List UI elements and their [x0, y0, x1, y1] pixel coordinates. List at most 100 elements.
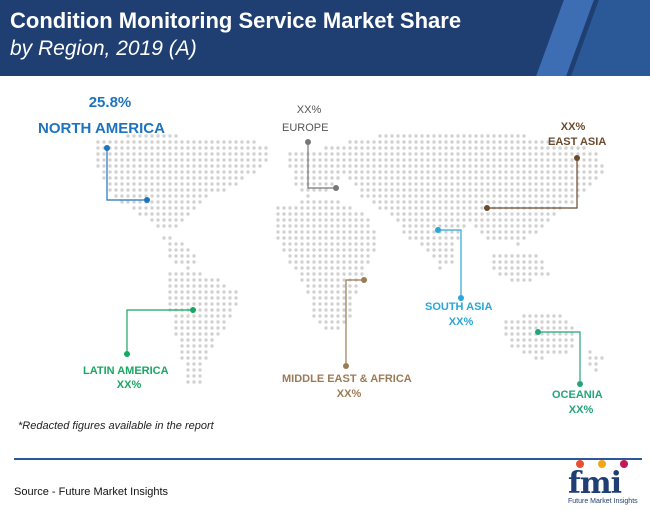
- map-dot: [324, 146, 328, 150]
- map-dot: [324, 284, 328, 288]
- map-dot: [558, 182, 562, 186]
- map-dot: [174, 212, 178, 216]
- map-dot: [330, 272, 334, 276]
- map-dot: [96, 140, 100, 144]
- map-dot: [300, 212, 304, 216]
- map-dot: [204, 314, 208, 318]
- map-dot: [216, 158, 220, 162]
- map-dot: [246, 170, 250, 174]
- map-dot: [228, 140, 232, 144]
- map-dot: [480, 152, 484, 156]
- map-dot: [306, 206, 310, 210]
- map-dot: [354, 230, 358, 234]
- map-dot: [480, 164, 484, 168]
- map-dot: [348, 212, 352, 216]
- map-dot: [510, 224, 514, 228]
- map-dot: [552, 158, 556, 162]
- map-dot: [222, 302, 226, 306]
- map-dot: [222, 170, 226, 174]
- map-dot: [234, 158, 238, 162]
- map-dot: [174, 320, 178, 324]
- map-dot: [318, 254, 322, 258]
- map-dot: [246, 158, 250, 162]
- map-dot: [588, 182, 592, 186]
- map-dot: [534, 350, 538, 354]
- map-dot: [444, 230, 448, 234]
- map-dot: [288, 254, 292, 258]
- map-dot: [522, 314, 526, 318]
- map-dot: [534, 146, 538, 150]
- map-dot: [516, 188, 520, 192]
- map-dot: [492, 236, 496, 240]
- map-dot: [552, 182, 556, 186]
- map-dot: [516, 272, 520, 276]
- map-dot: [528, 326, 532, 330]
- map-dot: [444, 242, 448, 246]
- map-dot: [192, 188, 196, 192]
- map-dot: [174, 140, 178, 144]
- map-dot: [120, 194, 124, 198]
- map-dot: [432, 254, 436, 258]
- map-dot: [432, 248, 436, 252]
- map-dot: [360, 230, 364, 234]
- map-dot: [498, 170, 502, 174]
- map-dot: [300, 206, 304, 210]
- map-dot: [354, 224, 358, 228]
- map-dot: [462, 200, 466, 204]
- map-dot: [348, 236, 352, 240]
- map-dot: [372, 182, 376, 186]
- map-dot: [516, 152, 520, 156]
- map-dot: [510, 326, 514, 330]
- map-dot: [162, 140, 166, 144]
- map-dot: [330, 200, 334, 204]
- map-dot: [552, 338, 556, 342]
- map-dot: [546, 188, 550, 192]
- map-dot: [192, 260, 196, 264]
- map-dot: [468, 170, 472, 174]
- map-dot: [570, 176, 574, 180]
- map-dot: [294, 206, 298, 210]
- map-dot: [456, 146, 460, 150]
- map-dot: [336, 158, 340, 162]
- map-dot: [402, 176, 406, 180]
- map-dot: [186, 170, 190, 174]
- map-dot: [534, 176, 538, 180]
- map-dot: [408, 158, 412, 162]
- map-dot: [324, 230, 328, 234]
- map-dot: [144, 140, 148, 144]
- map-dot: [306, 224, 310, 228]
- map-dot: [210, 302, 214, 306]
- map-dot: [498, 152, 502, 156]
- map-dot: [378, 140, 382, 144]
- map-dot: [222, 140, 226, 144]
- map-dot: [522, 254, 526, 258]
- map-dot: [558, 146, 562, 150]
- map-dot: [408, 224, 412, 228]
- map-dot: [426, 230, 430, 234]
- map-dot: [210, 296, 214, 300]
- map-dot: [198, 176, 202, 180]
- map-dot: [462, 218, 466, 222]
- map-dot: [492, 212, 496, 216]
- map-dot: [132, 182, 136, 186]
- map-dot: [108, 182, 112, 186]
- map-dot: [144, 194, 148, 198]
- map-dot: [384, 164, 388, 168]
- map-dot: [162, 164, 166, 168]
- map-dot: [366, 254, 370, 258]
- map-dot: [492, 254, 496, 258]
- map-dot: [456, 194, 460, 198]
- map-dot: [456, 224, 460, 228]
- map-dot: [192, 158, 196, 162]
- map-dot: [546, 194, 550, 198]
- map-dot: [198, 380, 202, 384]
- map-dot: [552, 212, 556, 216]
- map-dot: [204, 188, 208, 192]
- map-dot: [234, 302, 238, 306]
- map-dot: [120, 140, 124, 144]
- map-dot: [312, 254, 316, 258]
- map-dot: [180, 146, 184, 150]
- map-dot: [324, 272, 328, 276]
- map-dot: [174, 242, 178, 246]
- map-dot: [360, 224, 364, 228]
